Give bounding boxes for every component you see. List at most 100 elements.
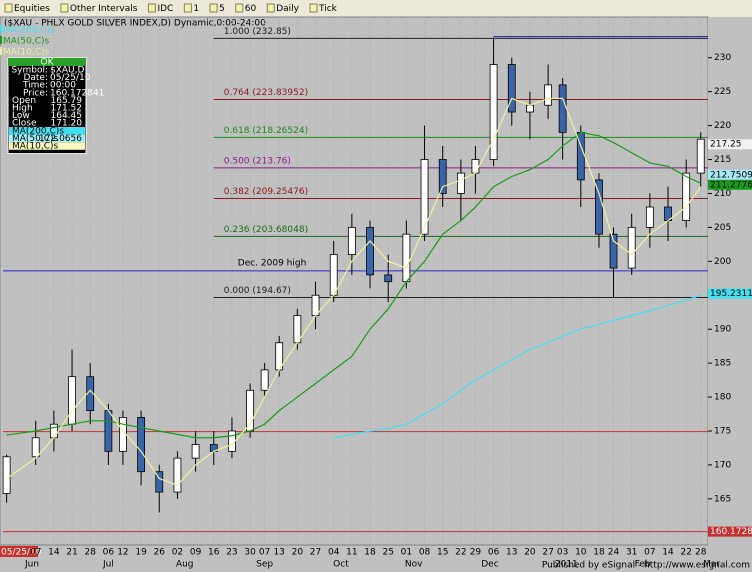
plot-area [0,16,709,546]
toolbar-button[interactable]: Other Intervals [70,4,138,14]
fib-label: 0.000 (194.67) [224,286,291,296]
toolbar-button[interactable]: Tick [318,4,338,14]
x-tick-label: 07 [644,548,655,558]
data-window-row [9,134,85,143]
legend-label: MA(50,C)s [3,37,50,47]
footer: Published by eSignal - http://www.esigna… [542,561,750,571]
toolbar-button[interactable]: 1 [193,4,199,14]
x-tick-label: 31 [626,548,637,558]
candle-body [595,179,603,235]
toolbar-icon [147,3,156,13]
price-tag-label: 211.2776 [710,180,752,190]
month-label: Aug [176,560,194,570]
x-tick-label: 05/25/10 [1,548,42,558]
data-window-value: 05/25/10 [50,73,91,83]
candle-body [645,206,654,228]
y-tick-label: 175 [714,426,731,436]
month-label: Feb [635,560,651,570]
x-tick-label: 27 [542,548,553,558]
toolbar-icon [183,3,192,13]
x-tick-label: 16 [208,548,220,558]
x-tick-label: 30 [244,548,256,558]
toolbar-button[interactable]: Equities [14,4,50,14]
x-tick-label: 02 [172,548,183,558]
data-window-label: High [12,104,33,114]
y-tick-label: 185 [714,359,731,369]
data-window-value: 164.45 [51,111,83,121]
y-tick-label: 225 [714,87,731,97]
data-window-label: Low [12,111,30,121]
toolbar-icon [60,3,69,13]
toolbar-button[interactable]: 60 [245,4,257,14]
x-tick-label: 14 [48,548,60,558]
x-tick-label: 29 [470,548,482,558]
x-tick-label: 23 [226,548,237,558]
data-window-title: OK [41,58,55,68]
candle-body [31,437,40,458]
price-tag [708,169,752,180]
data-window-value: 172.0656 [39,134,82,144]
y-tick-label: 210 [714,189,731,199]
candle-body [558,84,567,133]
x-tick-label: 22 [680,548,691,558]
x-tick-label: 28 [695,548,707,558]
x-tick-label: 09 [190,548,202,558]
data-window-value: $XAU,D [50,66,84,76]
candle-body [173,457,182,493]
data-window-label: Time: [22,81,48,91]
y-tick-label: 190 [714,325,731,335]
fib-label: 1.000 (232.85) [224,27,291,37]
x-tick-label: 10 [575,548,587,558]
x-tick-label: 06 [488,548,500,558]
y-tick-label: 200 [714,257,731,267]
month-label: Sep [256,560,273,570]
toolbar-button[interactable]: Daily [276,4,299,14]
candle-body [384,274,393,283]
price-tag [708,139,752,150]
month-label: Jun [24,560,39,570]
toolbar-button[interactable]: IDC [157,4,173,14]
x-tick-label: 07 [259,548,270,558]
y-tick-label: 230 [714,53,731,63]
y-tick-label: 205 [714,223,731,233]
x-tick-label: 01 [401,548,412,558]
x-tick-label: 08 [419,548,431,558]
price-tag [708,179,752,190]
fib-label: 0.236 (203.68048) [224,225,308,235]
y-tick-label: 165 [714,494,731,504]
candle-body [609,233,618,269]
chart-title: ($XAU - PHLX GOLD SILVER INDEX,D) Dynami… [4,19,266,29]
x-tick-label: 24 [608,548,620,558]
month-label: Dec [481,560,498,570]
x-tick-label: 27 [310,548,321,558]
x-tick-label: 22 [455,548,466,558]
data-window-value: 171.20 [51,119,83,129]
data-window-value: 160.172841 [50,88,104,98]
month-label: Nov [405,560,423,570]
price-tag [708,526,752,537]
candle-body [696,138,705,174]
data-window-label: Price: [23,88,48,98]
x-tick-label: 21 [66,548,77,558]
candle-body [471,159,480,174]
data-window-label: Close [12,119,37,129]
data-window-label: Date: [23,73,48,83]
data-window-row [9,127,85,135]
legend-swatch [0,47,2,55]
data-window-label: Symbol: [11,66,48,76]
x-tick-label: 20 [524,548,536,558]
data-window-value: 00:00 [50,81,76,91]
y-tick-label: 170 [714,460,731,470]
data-window-row [9,142,85,150]
price-tag-label: 160.172841 [710,527,752,537]
data-window-label: MA(10,C)s [12,142,59,152]
legend-label: MA(200,C)s [3,26,55,36]
month-label: 2011 [555,560,578,570]
x-tick-label: 26 [154,548,166,558]
candle-body [366,226,374,276]
toolbar-icon [309,3,318,13]
candle-body [347,226,356,255]
data-window-label: Open [12,96,36,106]
toolbar-button[interactable]: 5 [219,4,225,14]
